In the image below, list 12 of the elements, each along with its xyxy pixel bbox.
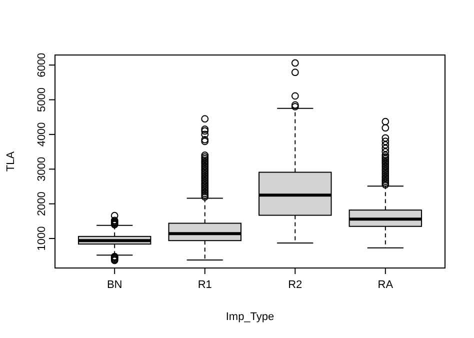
x-tick-label: RA	[378, 279, 394, 291]
y-tick-label: 6000	[36, 52, 48, 78]
x-tick-label: R2	[288, 279, 302, 291]
y-tick-label: 2000	[36, 192, 48, 216]
y-tick-label: 1000	[36, 226, 48, 251]
x-tick-label: BN	[106, 279, 122, 291]
y-axis-title: TLA	[5, 150, 17, 172]
y-tick-label: 4000	[36, 122, 48, 147]
x-axis-title: Imp_Type	[226, 311, 274, 323]
y-tick-label: 3000	[36, 156, 48, 182]
y-tick-label: 5000	[36, 88, 48, 112]
x-tick-label: R1	[198, 279, 212, 291]
